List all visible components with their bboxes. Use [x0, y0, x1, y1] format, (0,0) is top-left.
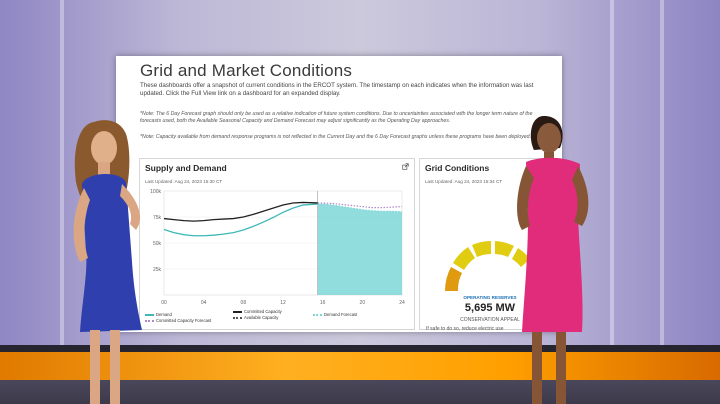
- x-tick-label: 04: [201, 300, 207, 306]
- demand-forecast-area: [317, 204, 402, 295]
- capacity-note: *Note: Capacity available from demand re…: [140, 134, 532, 140]
- operating-reserves-value: 5,695 MW: [464, 302, 516, 314]
- presenter-left: [73, 120, 142, 404]
- y-tick-label: 25k: [153, 267, 162, 273]
- y-tick-label: 75k: [153, 215, 162, 221]
- wall-panel: [610, 0, 614, 345]
- grid-status: CONSERVATION APPEAL: [460, 317, 520, 323]
- reserves-gauge: [444, 241, 530, 291]
- legend-swatch: [313, 313, 322, 316]
- supply-demand-title: Supply and Demand: [145, 163, 227, 173]
- supply-demand-chart: 25k 50k 75k 100k 00 04 08 12 16 20 24: [150, 189, 405, 306]
- x-tick-label: 16: [320, 300, 326, 306]
- x-tick-label: 00: [161, 300, 167, 306]
- gauge-segment: [444, 267, 462, 291]
- presenter-right: [517, 116, 589, 404]
- gauge-segment: [512, 248, 530, 267]
- series-line-committed-capacity: [163, 201, 318, 222]
- supply-demand-updated: Last Updated: Aug 24, 2023 15:30 CT: [145, 179, 223, 184]
- legend-available-capacity: Available Capacity: [233, 315, 278, 320]
- legend-demand: Demand: [145, 312, 172, 317]
- series-line-committed-capacity-forecast: [317, 202, 403, 209]
- wall-panel: [660, 0, 664, 345]
- page-title: Grid and Market Conditions: [140, 61, 353, 80]
- legend-label: Demand: [156, 312, 172, 317]
- gauge-segment: [453, 247, 475, 270]
- legend-swatch: [145, 319, 154, 322]
- grid-message: If safe to do so, reduce electric use: [426, 326, 504, 332]
- supply-demand-card: Supply and Demand Last Updated: Aug 24, …: [139, 158, 415, 330]
- series-line-demand-forecast: [317, 203, 403, 213]
- grid-conditions-title: Grid Conditions: [425, 163, 490, 173]
- legend-label: Demand Forecast: [324, 312, 358, 317]
- x-tick-label: 12: [280, 300, 286, 306]
- legend-committed-capacity-forecast: Committed Capacity Forecast: [145, 318, 211, 323]
- legend-label: Available Capacity: [244, 315, 279, 320]
- intro-text: These dashboards offer a snapshot of cur…: [140, 82, 534, 97]
- floor-edge: [0, 345, 720, 352]
- operating-reserves-label: OPERATING RESERVES: [463, 295, 517, 300]
- grid-conditions-updated: Last Updated: Aug 24, 2023 15:34 CT: [425, 179, 503, 184]
- gauge-segment: [495, 241, 514, 257]
- x-tick-label: 20: [360, 300, 366, 306]
- legend-label: Committed Capacity: [244, 309, 282, 314]
- legend-demand-forecast: Demand Forecast: [313, 312, 357, 317]
- legend-swatch: [145, 313, 154, 316]
- x-tick-label: 08: [241, 300, 247, 306]
- expand-icon[interactable]: [402, 163, 409, 170]
- chart-legend: Demand Committed Capacity Committed Capa…: [145, 309, 405, 327]
- forecast-note: *Note: The 6 Day Forecast graph should o…: [140, 111, 533, 124]
- dashboard-screen: Grid and Market Conditions These dashboa…: [116, 56, 562, 332]
- series-line-demand: [163, 203, 318, 237]
- legend-committed-capacity: Committed Capacity: [233, 309, 282, 314]
- y-tick-label: 50k: [153, 241, 162, 247]
- legend-label: Committed Capacity Forecast: [156, 318, 212, 323]
- x-tick-label: 24: [399, 300, 405, 306]
- legend-swatch: [233, 316, 242, 319]
- legend-swatch: [233, 310, 242, 313]
- wall-panel: [60, 0, 64, 345]
- y-tick-label: 100k: [150, 189, 161, 195]
- gauge-segment: [472, 241, 491, 257]
